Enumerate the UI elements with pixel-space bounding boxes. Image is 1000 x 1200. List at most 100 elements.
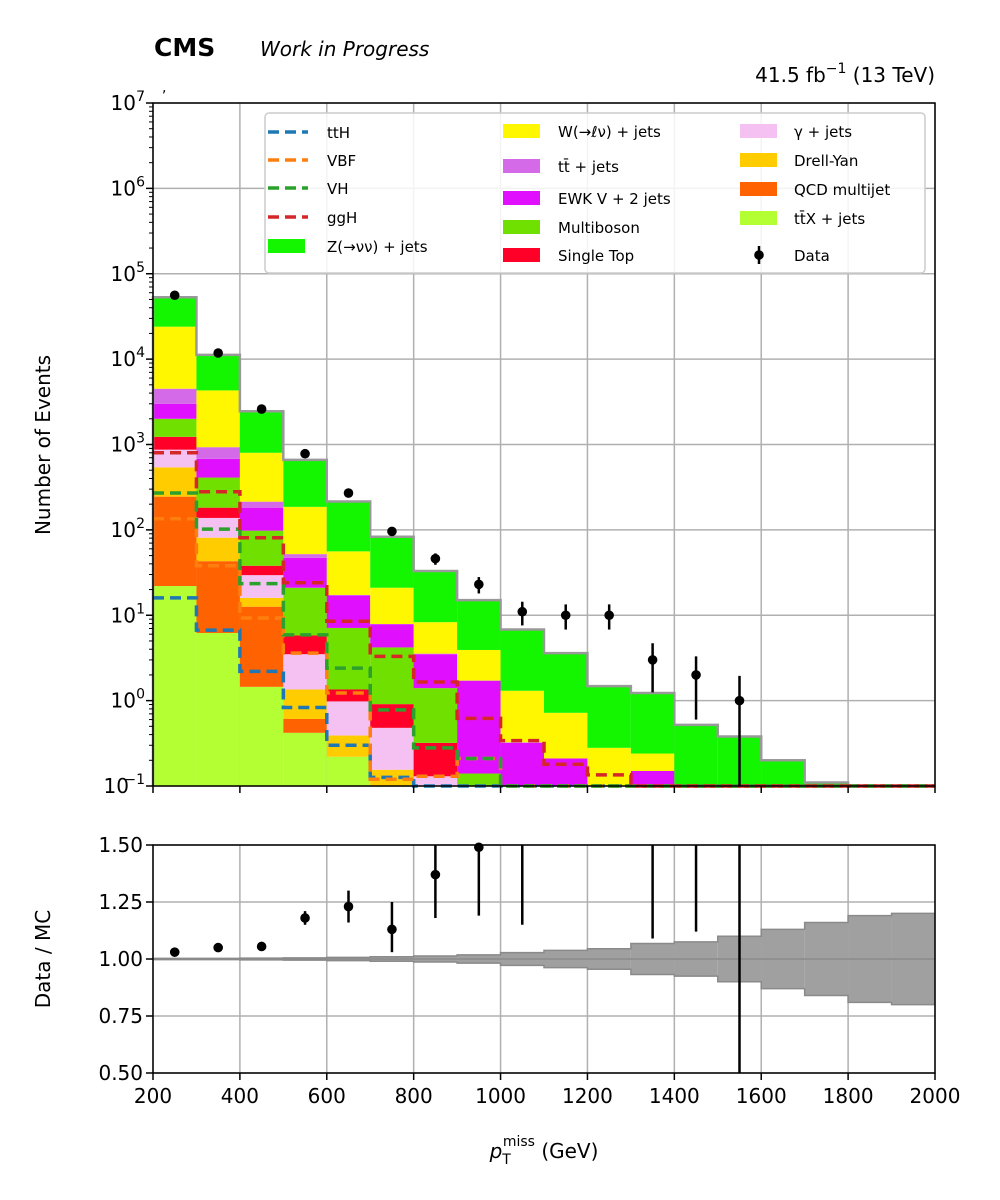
stack-bar-z-jets	[674, 724, 718, 786]
ratio-y-tick-label: 1.50	[98, 833, 143, 857]
stack-bar-single-top	[283, 635, 327, 655]
legend-label: tt̄X + jets	[794, 209, 865, 228]
stack-bar-w-jets	[457, 649, 501, 681]
ratio-panel	[153, 842, 935, 1073]
legend-label: Data	[794, 247, 830, 265]
legend-label: tt̄ + jets	[558, 157, 619, 176]
legend-label: ttH	[327, 124, 350, 142]
x-tick-label: 200	[134, 1084, 172, 1108]
stack-bar-ttbar-jets	[413, 653, 458, 655]
stack-bar-w-jets	[153, 326, 197, 389]
stack-bar-ttbar-jets	[153, 388, 197, 404]
mc-band-lower-edge	[153, 958, 935, 1006]
stack-bar-z-jets	[326, 501, 371, 552]
y-tick-label: 10	[111, 176, 136, 200]
mc-band-upper-edge	[153, 912, 935, 960]
legend-label: VH	[327, 180, 349, 198]
ratio-point	[387, 924, 397, 935]
stack-bar-gamma-jets	[196, 517, 240, 538]
data-point	[343, 488, 354, 498]
stack-bar-w-jets	[326, 551, 371, 595]
x-tick-label: 1600	[736, 1084, 787, 1108]
legend-patch-icon	[740, 211, 777, 225]
ratio-point	[430, 869, 441, 880]
stack-bar-z-jets	[370, 536, 414, 588]
stack-bar-z-jets	[457, 600, 501, 650]
stack-bar-z-jets	[239, 411, 284, 453]
y-tick-label: 10	[111, 262, 136, 286]
stack-bar-w-jets	[283, 506, 327, 555]
legend-label: Single Top	[558, 247, 634, 265]
x-tick-label: 1000	[475, 1084, 526, 1108]
x-tick-label: 1800	[823, 1084, 874, 1108]
y-tick-exponent: 1	[136, 601, 145, 617]
data-point	[213, 348, 223, 358]
stack-bar-w-jets	[587, 747, 631, 786]
stack-bar-gamma-jets	[283, 654, 327, 690]
y-tick-exponent: 2	[136, 516, 145, 532]
x-axis-label: pTmiss (GeV)	[489, 1134, 599, 1168]
stack-bar-gamma-jets	[326, 701, 371, 736]
x-tick-label: 800	[395, 1084, 433, 1108]
stack-bar-z-jets	[587, 686, 631, 748]
x-label-unit: (GeV)	[535, 1139, 598, 1163]
stack-bar-qcd-multijet	[153, 496, 197, 587]
x-tick-label: 2000	[910, 1084, 961, 1108]
data-point	[169, 290, 180, 301]
legend-label: Multiboson	[558, 219, 640, 237]
ratio-point	[256, 941, 267, 952]
stack-bar-z-jets	[283, 459, 327, 507]
legend-patch-icon	[503, 159, 540, 173]
stack-bar-single-top	[370, 704, 414, 728]
x-label-sup: miss	[503, 1134, 535, 1150]
legend-label: W(→ℓν) + jets	[558, 123, 661, 141]
ratio-y-tick-label: 1.00	[98, 947, 143, 971]
stack-bar-ttbar-jets	[239, 501, 284, 508]
legend-patch-icon	[503, 248, 540, 262]
legend-patch-icon	[740, 153, 777, 167]
stack-bar-z-jets	[544, 653, 588, 713]
stack-bar-drell-yan	[196, 537, 240, 562]
data-point	[734, 695, 745, 706]
stack-bar-qcd-multijet	[283, 718, 327, 733]
stack-bar-qcd-multijet	[239, 606, 284, 687]
experiment-label: CMS	[154, 33, 215, 62]
ratio-y-tick-label: 0.75	[98, 1004, 143, 1028]
stack-bar-ewk-v-2-jets	[239, 507, 284, 531]
stack-bar-multiboson	[153, 418, 197, 437]
stack-bar-z-jets	[761, 760, 805, 786]
legend-data-marker-icon	[754, 250, 764, 260]
stack-bar-gamma-jets	[239, 575, 284, 598]
lumi-energy: (13 TeV)	[846, 63, 935, 87]
ratio-y-tick-label: 1.25	[98, 890, 143, 914]
legend-patch-icon	[268, 239, 305, 253]
stack-bar-drell-yan	[283, 689, 327, 719]
stack-bar-t-tx-jets	[153, 586, 197, 786]
legend-label: QCD multijet	[794, 181, 890, 199]
x-tick-label: 1400	[649, 1084, 700, 1108]
stack-bar-t-tx-jets	[283, 732, 327, 786]
legend-label: EWK V + 2 jets	[558, 190, 671, 208]
data-points	[169, 290, 745, 786]
data-point	[517, 606, 528, 617]
x-tick-label: 1200	[562, 1084, 613, 1108]
stack-bar-ttbar-jets	[196, 447, 240, 459]
ratio-point	[213, 942, 223, 953]
stack-bar-ewk-v-2-jets	[500, 742, 544, 786]
y-tick-label: 10	[111, 347, 136, 371]
data-point	[560, 610, 571, 621]
legend-label: γ + jets	[794, 123, 852, 141]
stack-bar-single-top	[153, 436, 197, 450]
stack-bar-gamma-jets	[370, 727, 414, 770]
stack-bar-single-top	[239, 565, 284, 576]
stack-bar-multiboson	[326, 627, 371, 690]
stack-bar-ewk-v-2-jets	[630, 770, 675, 786]
y-tick-exponent: 0	[136, 687, 145, 703]
stack-total-outline	[151, 296, 935, 788]
stack-bar-t-tx-jets	[196, 632, 240, 786]
data-point	[474, 579, 484, 590]
stack-bar-t-tx-jets	[326, 756, 371, 786]
y-tick-label: 10	[111, 603, 136, 627]
stack-bar-multiboson	[283, 587, 327, 636]
ratio-point	[169, 947, 180, 957]
